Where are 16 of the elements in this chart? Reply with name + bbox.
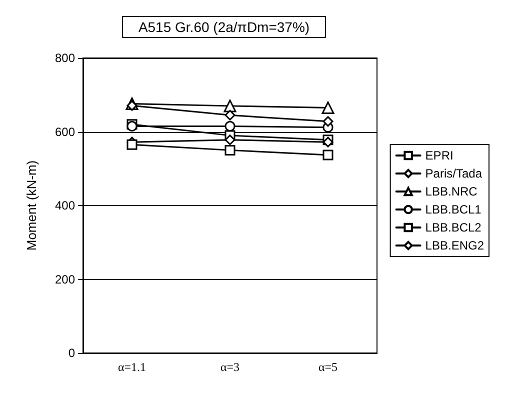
y-tick-label: 600 bbox=[54, 124, 76, 139]
y-tick-label: 800 bbox=[54, 51, 76, 65]
legend-label: LBB.NRC bbox=[425, 184, 478, 198]
x-tick-label: α=3 bbox=[220, 360, 240, 374]
chart-title: A515 Gr.60 (2a/πDm=37%) bbox=[138, 19, 310, 35]
legend-label: LBB.ENG2 bbox=[425, 238, 484, 252]
x-tick-label: α=5 bbox=[318, 360, 338, 374]
x-tick-label: α=1.1 bbox=[118, 360, 146, 374]
legend-label: LBB.BCL1 bbox=[425, 202, 482, 216]
y-axis-title: Moment (kN-m) bbox=[24, 160, 39, 251]
y-tick-label: 200 bbox=[54, 272, 76, 286]
y-tick-label: 0 bbox=[68, 346, 76, 360]
y-tick-label: 400 bbox=[54, 198, 76, 212]
legend-label: LBB.BCL2 bbox=[425, 220, 482, 234]
legend-label: Paris/Tada bbox=[425, 166, 482, 180]
legend-label: EPRI bbox=[425, 148, 454, 162]
